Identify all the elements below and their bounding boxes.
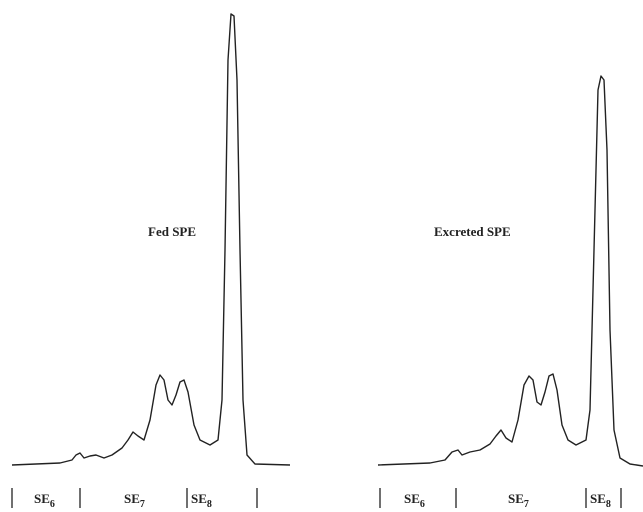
region-label: SE8	[590, 491, 611, 510]
panel-title: Fed SPE	[148, 224, 196, 239]
trace	[11, 13, 291, 466]
panel-title: Excreted SPE	[434, 224, 511, 239]
region-label: SE6	[404, 491, 425, 510]
region-label: SE7	[508, 491, 529, 510]
region-label: SE8	[191, 491, 212, 510]
region-label: SE7	[124, 491, 145, 510]
trace	[377, 75, 643, 467]
region-label: SE6	[34, 491, 55, 510]
